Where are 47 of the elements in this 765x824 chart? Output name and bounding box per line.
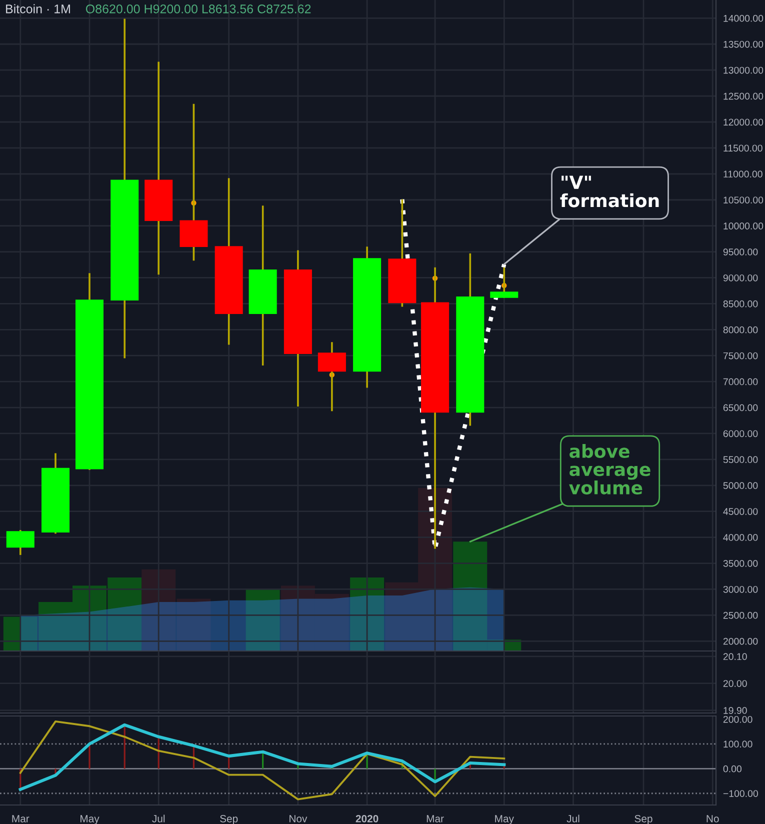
y-tick-label: 10500.00 [724, 196, 764, 204]
y-tick-label: 12500.00 [724, 92, 764, 100]
y-tick-label: 19.90 [724, 707, 747, 714]
y-tick-label: 9000.00 [723, 274, 758, 282]
y-tick-label: 10000.00 [724, 222, 764, 230]
y-tick-label: 200.00 [723, 716, 752, 723]
y-tick-label: 5000.00 [723, 482, 758, 490]
y-tick-label: 20.00 [723, 680, 747, 687]
y-tick-label: 7500.00 [723, 352, 758, 360]
y-tick-label: 2000.00 [723, 638, 758, 645]
y-tick-label: 2500.00 [723, 612, 758, 619]
y-tick-label: 4500.00 [723, 508, 758, 515]
y-tick-label: 3500.00 [723, 560, 758, 567]
x-tick-label: Jul [152, 814, 165, 822]
y-tick-label: 8500.00 [723, 300, 758, 308]
y-tick-label: 0.00 [723, 765, 742, 772]
x-tick-label: May [80, 815, 100, 824]
y-tick-label: 8000.00 [723, 326, 758, 334]
chart-title: Bitcoin · 1M [6, 4, 70, 14]
y-tick-label: 3000.00 [723, 586, 758, 593]
x-tick-label: Nov [290, 815, 308, 822]
y-tick-label: 6500.00 [723, 404, 758, 412]
y-tick-label: 13000.00 [724, 66, 764, 74]
x-tick-label: 2020 [356, 814, 378, 822]
y-tick-label: 100.00 [724, 740, 752, 748]
y-tick-label: 11000.00 [724, 170, 762, 178]
y-tick-label: 5500.00 [723, 456, 758, 464]
chart-subtitle: O8620.00 H9200.00 L8613.56 C8725.62 [86, 4, 311, 14]
annotation: above average volume [569, 444, 650, 494]
y-tick-label: 13500.00 [724, 40, 764, 48]
y-tick-label: 4000.00 [723, 534, 758, 541]
x-tick-label: Mar [12, 815, 30, 822]
y-tick-label: 12000.00 [724, 118, 764, 126]
y-tick-label: 20.10 [723, 653, 747, 660]
annotation: "V" formation [560, 176, 659, 208]
x-tick-label: Jul [566, 814, 580, 822]
x-tick-label: No [706, 815, 719, 822]
y-tick-label: 7000.00 [723, 378, 758, 386]
x-tick-label: Mar [426, 815, 444, 822]
y-tick-label: 14000.00 [724, 14, 764, 22]
y-tick-label: 6000.00 [723, 430, 758, 438]
y-tick-label: −100.00 [723, 790, 758, 797]
x-tick-label: Sep [634, 814, 652, 824]
y-tick-label: 9500.00 [723, 248, 758, 256]
x-tick-label: Sep [220, 814, 238, 824]
x-tick-label: May [495, 815, 514, 824]
y-tick-label: 11500.00 [724, 144, 762, 152]
